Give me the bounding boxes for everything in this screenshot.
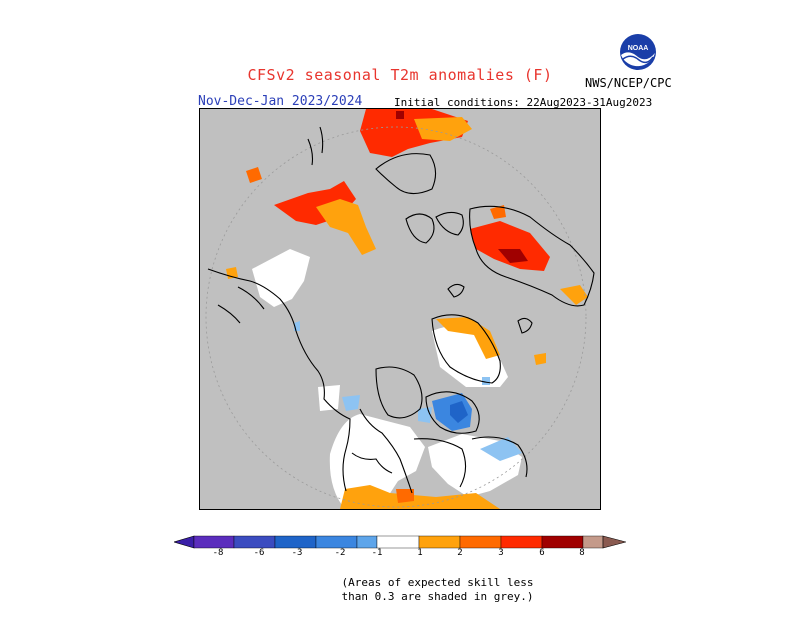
legend-tick: -6: [253, 548, 265, 558]
skill-note: (Areas of expected skill less than 0.3 a…: [341, 576, 534, 603]
map-title: CFSv2 seasonal T2m anomalies (F): [247, 66, 553, 84]
legend-tick: -3: [291, 548, 303, 558]
color-legend: [172, 534, 628, 549]
legend-tick: 6: [539, 548, 545, 558]
legend-tick: -2: [334, 548, 346, 558]
legend-tick: -8: [212, 548, 224, 558]
agency-label: NWS/NCEP/CPC: [585, 76, 672, 90]
warm-anomalies: [226, 109, 588, 509]
initial-conditions: Initial conditions: 22Aug2023-31Aug2023: [394, 96, 653, 109]
forecast-period: Nov-Dec-Jan 2023/2024: [198, 94, 363, 109]
legend-tick: 2: [457, 548, 463, 558]
legend-tick: 1: [417, 548, 423, 558]
legend-tick: 3: [498, 548, 504, 558]
coastlines: [207, 126, 595, 494]
legend-tick: -1: [371, 548, 383, 558]
latitude-circle: [205, 126, 587, 508]
logo-text: NOAA: [628, 45, 649, 52]
polar-map: [199, 108, 601, 510]
cold-anomalies: [294, 321, 522, 461]
noaa-logo: NOAA: [619, 33, 657, 71]
legend-tick: 8: [579, 548, 585, 558]
